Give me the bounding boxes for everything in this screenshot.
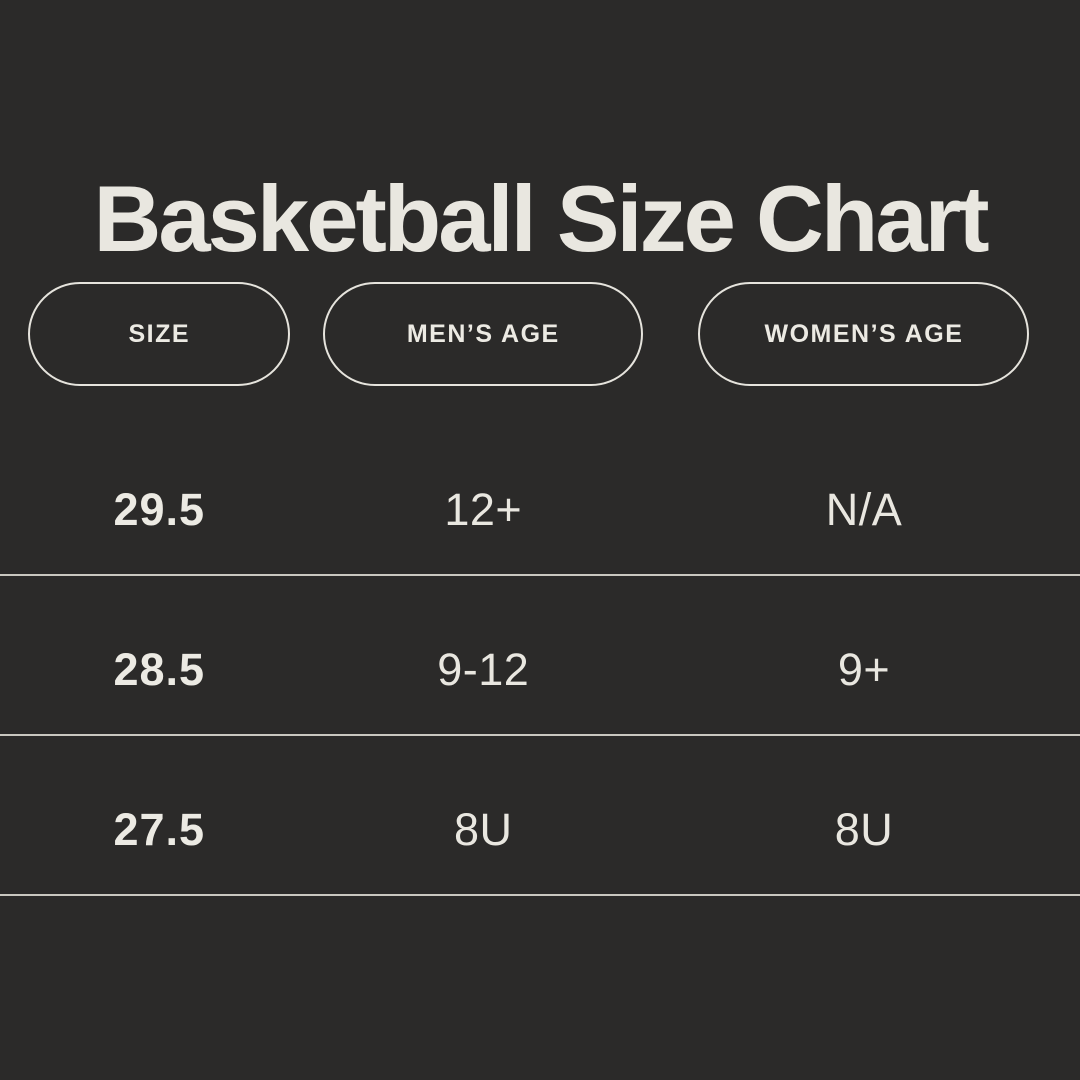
cell-womens-age: 8U [834, 804, 894, 855]
cell-mens-age: 9-12 [437, 644, 530, 695]
cell-size: 28.5 [113, 644, 206, 695]
cell-womens-age: 9+ [837, 644, 891, 695]
column-header-mens-age-label: MEN’S AGE [406, 319, 560, 348]
table-row: 27.5 8U 8U [0, 736, 1080, 896]
column-header-womens-age-label: WOMEN’S AGE [764, 319, 964, 348]
column-header-size-label: SIZE [128, 319, 191, 348]
cell-womens-age: N/A [825, 484, 903, 535]
table-row: 28.5 9-12 9+ [0, 576, 1080, 736]
cell-size: 27.5 [113, 804, 206, 855]
column-header-size: SIZE [28, 282, 291, 386]
size-table: 29.5 12+ N/A 28.5 9-12 9+ 27.5 8U 8U [0, 416, 1080, 896]
cell-mens-age: 12+ [444, 484, 523, 535]
cell-mens-age: 8U [454, 804, 513, 855]
column-header-mens-age: MEN’S AGE [323, 282, 644, 386]
table-header-row: SIZE MEN’S AGE WOMEN’S AGE [0, 282, 1080, 386]
column-header-womens-age: WOMEN’S AGE [698, 282, 1030, 386]
cell-size: 29.5 [113, 484, 206, 535]
table-row: 29.5 12+ N/A [0, 416, 1080, 576]
page-title: Basketball Size Chart [93, 165, 989, 271]
